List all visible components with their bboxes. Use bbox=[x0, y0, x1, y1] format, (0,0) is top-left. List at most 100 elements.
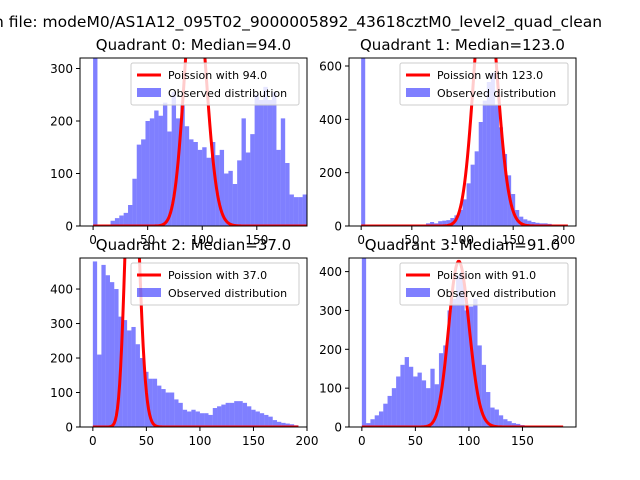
histogram-bar bbox=[224, 173, 229, 226]
histogram-bar bbox=[442, 220, 447, 226]
legend: Poission with 123.0 Observed distribution bbox=[399, 62, 569, 106]
histogram-bar bbox=[169, 392, 175, 427]
y-tick-label: 100 bbox=[50, 167, 73, 181]
histogram-bar bbox=[430, 222, 435, 226]
x-tick-label: 0 bbox=[89, 434, 97, 448]
histogram-bar bbox=[136, 144, 142, 226]
histogram-bar bbox=[145, 121, 150, 226]
histogram-bar bbox=[320, 221, 324, 226]
panel-title: Quadrant 0: Median=94.0 bbox=[96, 36, 291, 54]
y-tick-label: 200 bbox=[50, 352, 73, 366]
histogram-bar bbox=[234, 401, 239, 427]
histogram-bar bbox=[535, 222, 540, 226]
histogram-bar bbox=[114, 289, 119, 427]
histogram-bar bbox=[417, 372, 422, 427]
legend: Poission with 94.0 Observed distribution bbox=[130, 62, 300, 106]
x-tick-label: 150 bbox=[242, 434, 265, 448]
histogram-bar bbox=[114, 218, 120, 226]
histogram-bar bbox=[400, 364, 405, 427]
histogram-bar bbox=[434, 384, 439, 427]
histogram-bar bbox=[276, 149, 281, 226]
x-tick-label: 100 bbox=[451, 233, 474, 247]
histogram-bar bbox=[191, 409, 196, 427]
y-tick-label: 400 bbox=[319, 265, 342, 279]
histogram-bar bbox=[507, 421, 512, 427]
legend-box bbox=[399, 262, 569, 306]
legend-bar-swatch bbox=[406, 88, 430, 97]
x-tick-label: 150 bbox=[511, 434, 534, 448]
histogram-bar bbox=[430, 368, 435, 427]
histogram-bar bbox=[470, 164, 475, 226]
histogram-bar bbox=[458, 210, 463, 226]
histogram-bar bbox=[165, 392, 170, 427]
plot-area bbox=[360, 58, 569, 226]
legend-bar-swatch bbox=[137, 288, 161, 297]
histogram-bar bbox=[426, 388, 431, 427]
histogram-bar bbox=[374, 415, 379, 427]
histogram-bar bbox=[158, 115, 163, 226]
x-tick-label: 100 bbox=[191, 233, 214, 247]
histogram-bar bbox=[132, 178, 137, 226]
histogram-bar bbox=[152, 378, 158, 427]
histogram-bar bbox=[519, 216, 524, 226]
panel-title: Quadrant 2: Median=37.0 bbox=[96, 236, 291, 254]
axes-frame bbox=[79, 257, 308, 428]
histogram-bar bbox=[267, 100, 273, 226]
histogram-bar bbox=[149, 118, 155, 226]
histogram-bar bbox=[370, 419, 375, 427]
y-tick-label: 200 bbox=[319, 343, 342, 357]
histogram-bar bbox=[245, 152, 251, 226]
x-tick-label: 200 bbox=[552, 233, 575, 247]
histogram-bar bbox=[527, 220, 532, 226]
x-tick-label: 150 bbox=[245, 233, 268, 247]
histogram-bar bbox=[217, 406, 222, 427]
histogram-bar bbox=[523, 219, 528, 226]
y-tick-label: 300 bbox=[50, 62, 73, 76]
histogram-bar bbox=[268, 416, 273, 427]
histogram-bar bbox=[531, 222, 536, 226]
histogram-bar bbox=[391, 388, 397, 427]
histogram-bar bbox=[408, 366, 414, 427]
x-tick-label: 50 bbox=[139, 434, 154, 448]
y-tick-label: 0 bbox=[65, 421, 73, 435]
histogram-bar bbox=[101, 264, 106, 427]
histogram-bar bbox=[122, 320, 128, 427]
histogram-bar bbox=[187, 411, 192, 427]
y-tick-label: 400 bbox=[50, 283, 73, 297]
histogram-bar bbox=[474, 151, 479, 226]
axes-frame bbox=[79, 57, 308, 227]
histogram-bar bbox=[221, 404, 226, 427]
legend-label-poisson: Poission with 123.0 bbox=[437, 69, 543, 82]
y-tick-label: 600 bbox=[319, 60, 342, 74]
histogram-bar bbox=[123, 212, 129, 226]
histogram-bar bbox=[486, 392, 491, 427]
histogram-bar bbox=[361, 58, 366, 226]
histogram-bar bbox=[503, 419, 508, 427]
histogram-bar bbox=[456, 275, 461, 427]
histogram-bar bbox=[293, 197, 299, 226]
histogram-bar bbox=[438, 221, 443, 226]
histogram-bar bbox=[387, 395, 392, 427]
histogram-bar bbox=[289, 194, 294, 226]
histogram-bar bbox=[272, 420, 278, 427]
histogram-bar bbox=[404, 357, 409, 427]
y-tick-label: 0 bbox=[334, 220, 342, 234]
legend-label-poisson: Poission with 94.0 bbox=[168, 69, 267, 82]
histogram-bar bbox=[237, 160, 242, 226]
x-tick-label: 200 bbox=[296, 434, 319, 448]
histogram-bar bbox=[511, 423, 517, 427]
histogram-bar bbox=[139, 358, 145, 427]
histogram-bar bbox=[202, 147, 207, 226]
histogram-bar bbox=[225, 402, 230, 427]
x-tick-label: 50 bbox=[140, 233, 155, 247]
histogram-bar bbox=[486, 82, 491, 226]
histogram-bar bbox=[466, 183, 471, 226]
histogram-bar bbox=[212, 408, 218, 427]
histogram-bar bbox=[298, 197, 303, 226]
legend-label-observed: Observed distribution bbox=[437, 287, 556, 300]
histogram-bar bbox=[193, 142, 198, 226]
y-tick-label: 200 bbox=[50, 115, 73, 129]
histogram-bar bbox=[366, 423, 371, 427]
histogram-bar bbox=[242, 402, 248, 427]
